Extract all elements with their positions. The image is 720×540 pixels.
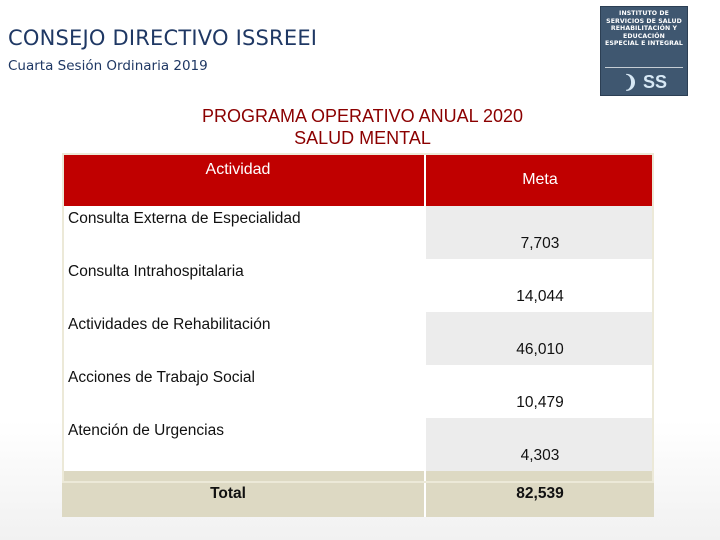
logo-line: SERVICIOS DE SALUD	[606, 17, 682, 25]
row-activity: Consulta Intrahospitalaria	[62, 259, 425, 312]
table-row: Consulta Externa de Especialidad 7,703	[62, 206, 654, 259]
row-activity: Acciones de Trabajo Social	[62, 365, 425, 418]
logo-line: ESPECIAL E INTEGRAL	[605, 40, 683, 48]
slide-subtitle: Cuarta Sesión Ordinaria 2019	[8, 58, 208, 74]
row-activity: Consulta Externa de Especialidad	[62, 206, 425, 259]
row-goal: 10,479	[424, 365, 654, 418]
logo-divider	[605, 67, 683, 68]
program-title-line2: SALUD MENTAL	[294, 128, 431, 148]
row-goal: 46,010	[424, 312, 654, 365]
row-activity: Atención de Urgencias	[62, 418, 425, 471]
logo-text: INSTITUTO DE SERVICIOS DE SALUD REHABILI…	[601, 10, 687, 48]
issreei-logo: INSTITUTO DE SERVICIOS DE SALUD REHABILI…	[600, 6, 688, 96]
activities-table: Actividad Meta Consulta Externa de Espec…	[62, 153, 654, 517]
table-row: Consulta Intrahospitalaria 14,044	[62, 259, 654, 312]
table-row: Actividades de Rehabilitación 46,010	[62, 312, 654, 365]
table-total-row: Total 82,539	[62, 471, 654, 517]
logo-mark: ❩ SS	[622, 72, 668, 92]
logo-line: REHABILITACIÓN Y	[610, 25, 678, 33]
row-goal: 14,044	[424, 259, 654, 312]
table-row: Atención de Urgencias 4,303	[62, 418, 654, 471]
header-activity: Actividad	[62, 153, 425, 206]
table-header-row: Actividad Meta	[62, 153, 654, 206]
table-row: Acciones de Trabajo Social 10,479	[62, 365, 654, 418]
logo-line: INSTITUTO DE	[619, 10, 669, 17]
row-goal: 4,303	[424, 418, 654, 471]
program-title-line1: PROGRAMA OPERATIVO ANUAL 2020	[201, 106, 524, 126]
total-label: Total	[62, 471, 425, 517]
row-activity: Actividades de Rehabilitación	[62, 312, 425, 365]
logo-line: EDUCACIÓN	[623, 32, 665, 40]
slide-title: CONSEJO DIRECTIVO ISSREEI	[8, 26, 318, 50]
header-goal: Meta	[424, 153, 654, 206]
row-goal: 7,703	[424, 206, 654, 259]
total-goal: 82,539	[424, 471, 654, 517]
program-title: PROGRAMA OPERATIVO ANUAL 2020 SALUD MENT…	[0, 105, 720, 149]
